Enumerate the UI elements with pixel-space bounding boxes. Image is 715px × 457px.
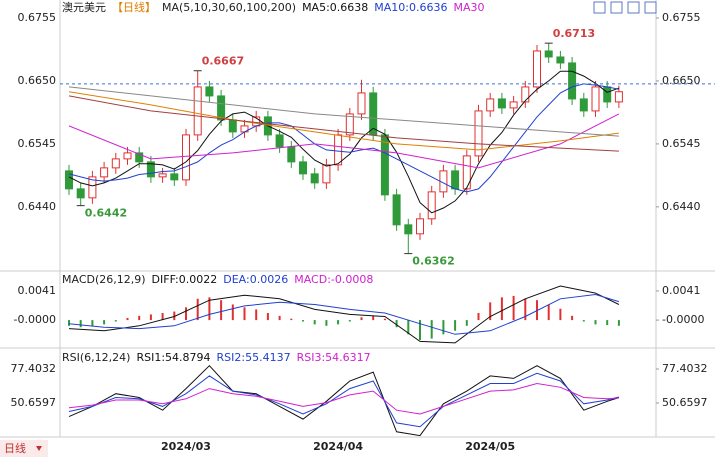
series-line [68,372,620,428]
candle-body [486,98,495,112]
candle-body [299,161,307,175]
legend-text: 【日线】 [112,0,156,14]
candle-body [182,134,190,181]
candle-body [462,155,471,190]
y-tick-label-right: 50.6597 [662,396,708,409]
y-tick-label: 0.6545 [18,137,57,150]
series-line [68,382,619,415]
y-tick-label: 0.6755 [18,11,57,24]
period-tab-bg[interactable] [0,440,48,457]
candle-body [427,191,436,220]
y-tick-label-right: 0.6650 [662,74,701,87]
toolbar[interactable] [593,1,657,14]
candle-body [497,98,506,109]
candle-body [603,86,612,103]
annotation-label: 0.6713 [553,27,595,40]
candle-body [357,92,366,115]
candle-body [345,113,354,136]
legend-text: MA(5,10,30,60,100,200) [162,1,296,14]
tool-icon[interactable] [610,1,623,14]
series-line [68,86,619,137]
legend-text: DEA:0.0026 [223,273,288,286]
tool-icon[interactable] [644,1,657,14]
candle-body [275,134,284,148]
candle-body [287,146,296,163]
candle-body [217,95,226,121]
candle-body [579,98,588,112]
legend-text: RSI1:54.8794 [136,351,210,364]
series-line [68,91,619,151]
legend-text: MACD(26,12,9) [62,273,146,286]
candle-body [123,152,132,160]
candle-body [170,173,179,181]
period-tab[interactable]: 日线 [4,441,26,455]
candle-body [556,56,565,64]
series-line [68,95,619,152]
y-tick-label-right: -0.0000 [662,313,704,326]
candle-body [228,119,237,133]
legend-text: DIFF:0.0022 [152,273,218,286]
candle-body [614,91,623,103]
candle-body [310,173,319,184]
legend-text: RSI(6,12,24) [62,351,130,364]
legend-text: MACD:-0.0008 [294,273,373,286]
candle-body [451,170,460,190]
candle-body [193,86,202,136]
series-line [68,70,620,214]
legend-entry: MA5:0.6638 [302,1,368,14]
y-tick-label-right: 0.6755 [662,11,701,24]
series-line [68,285,620,344]
legend-text: RSI3:54.6317 [297,351,371,364]
y-tick-label: 77.4032 [11,362,57,375]
candle-body [509,101,518,109]
candle-body [404,224,413,235]
candle-body [135,152,144,163]
series-line [68,293,620,335]
legend-entry: MA10:0.6636 [374,1,447,14]
legend-entry: MA30 [454,1,485,14]
y-tick-label: -0.0000 [14,313,56,326]
candle-body [521,86,530,103]
x-tick-label: 2024/04 [313,440,363,453]
series-line [68,364,620,437]
candle-body [65,170,73,190]
candle-body [158,173,167,178]
annotation-label: 0.6362 [412,255,454,268]
candle-body [416,218,424,235]
legend-text: RSI2:55.4137 [217,351,291,364]
y-tick-label: 0.6440 [18,200,57,213]
candle-body [76,188,85,199]
candle-body [322,164,331,184]
candle-body [111,158,120,169]
candle-body [544,50,553,58]
y-tick-label-right: 0.0041 [662,284,701,297]
tool-icon[interactable] [627,1,640,14]
candle-body [533,50,541,88]
annotation-label: 0.6442 [85,207,127,220]
candle-body [591,86,600,112]
annotation-label: 0.6667 [202,55,244,68]
candle-body [205,86,214,97]
y-tick-label: 0.0041 [18,284,57,297]
x-tick-label: 2024/05 [465,440,515,453]
candle-body [474,110,483,157]
y-tick-label: 50.6597 [11,396,57,409]
legend-text: 澳元美元 [62,1,106,14]
tab-arrow [36,446,42,451]
tool-icon[interactable] [593,1,606,14]
y-tick-label-right: 0.6440 [662,200,701,213]
y-tick-label: 0.6650 [18,74,57,87]
y-tick-label-right: 77.4032 [662,362,708,375]
candle-body [334,134,343,166]
candle-body [380,134,389,196]
candle-body [146,161,155,178]
x-tick-label: 2024/03 [161,440,211,453]
candle-body [88,176,97,199]
candle-body [100,167,109,178]
y-tick-label-right: 0.6545 [662,137,701,150]
candle-body [392,194,401,226]
candle-body [568,62,577,100]
